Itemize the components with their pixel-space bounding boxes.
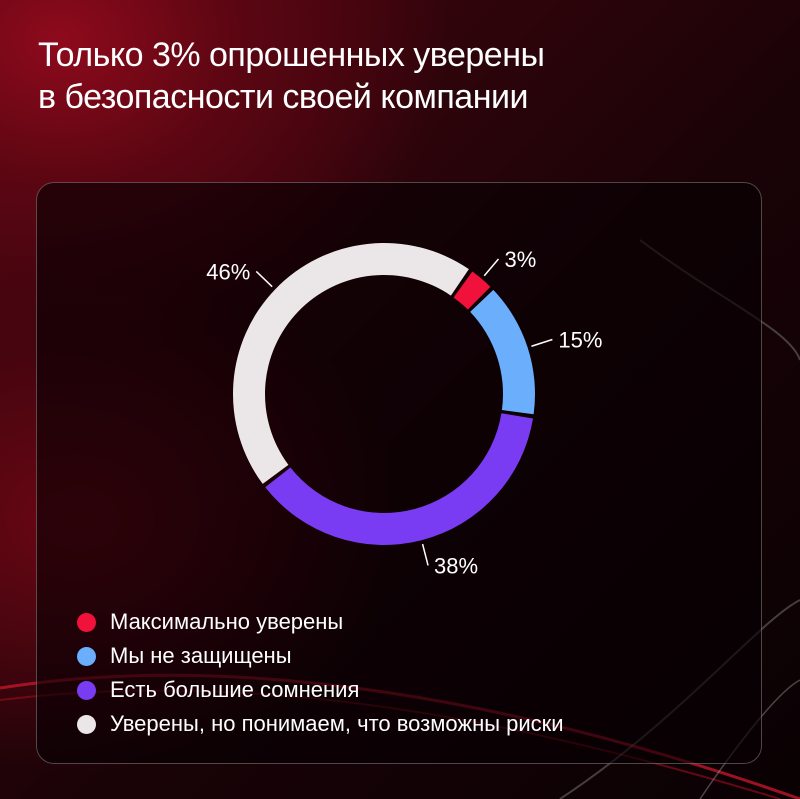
legend-item: Мы не защищены [77, 639, 564, 673]
chart-card: 3% 15% 38% 46% Максимально уверены Мы не защ… [36, 182, 762, 764]
value-label-3: 38% [434, 553, 478, 578]
leader-line-2 [531, 338, 553, 347]
value-label-4: 46% [206, 259, 250, 284]
title-line-2: в безопасности своей компании [38, 78, 528, 116]
donut-chart: 3% 15% 38% 46% [206, 243, 602, 578]
leader-line-4 [255, 270, 273, 288]
page-title: Только 3% опрошенных уверены в безопасно… [38, 34, 738, 118]
value-label-1: 3% [504, 247, 536, 272]
legend-dot-icon [77, 714, 96, 734]
legend-label: Есть большие сомнения [110, 677, 360, 702]
legend-dot-icon [77, 612, 96, 632]
donut-slice-4 [233, 243, 469, 484]
legend-label: Уверены, но понимаем, что возможны риски [110, 711, 564, 736]
legend-dot-icon [77, 680, 96, 700]
donut-slice-2 [470, 289, 535, 415]
leader-line-3 [421, 543, 429, 566]
legend-item: Уверены, но понимаем, что возможны риски [77, 707, 564, 741]
legend-item: Максимально уверены [77, 605, 564, 639]
donut-slice-1 [453, 271, 491, 310]
legend-label: Мы не защищены [110, 643, 292, 668]
title-line-1: Только 3% опрошенных уверены [38, 36, 545, 74]
legend-dot-icon [77, 646, 96, 666]
legend-item: Есть большие сомнения [77, 673, 564, 707]
leader-line-1 [483, 258, 500, 277]
chart-legend: Максимально уверены Мы не защищены Есть бо… [77, 605, 564, 741]
legend-label: Максимально уверены [110, 609, 344, 634]
donut-slice-3 [265, 413, 534, 545]
value-label-2: 15% [558, 327, 602, 352]
